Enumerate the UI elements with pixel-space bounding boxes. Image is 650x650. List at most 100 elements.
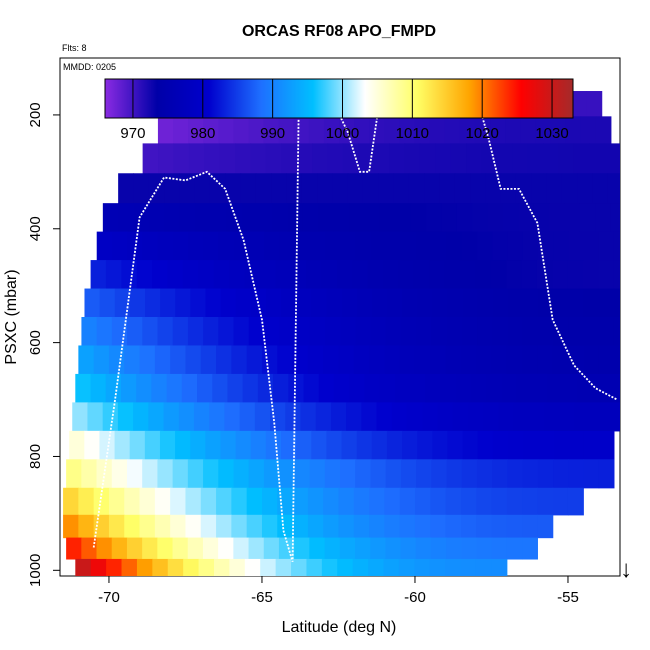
heatmap-cell: [498, 402, 515, 432]
heatmap-cell: [233, 317, 250, 347]
heatmap-cell: [422, 402, 439, 432]
x-tick-label: -65: [251, 589, 273, 606]
heatmap-cell: [66, 459, 82, 489]
heatmap-cell: [202, 537, 219, 560]
heatmap-cell: [157, 317, 174, 347]
heatmap-cell: [445, 345, 462, 375]
heatmap-cell: [432, 430, 449, 460]
heatmap-cell: [533, 203, 550, 233]
heatmap-cell: [231, 487, 248, 516]
heatmap-cell: [446, 317, 463, 347]
heatmap-cell: [248, 459, 265, 489]
heatmap-cell: [546, 173, 563, 204]
colorbar-tick-label: 1020: [466, 125, 499, 142]
heatmap-cell: [522, 231, 539, 261]
heatmap-cell: [492, 231, 509, 261]
heatmap-cell: [355, 459, 372, 489]
y-tick-label: 1000: [27, 554, 44, 587]
heatmap-cell: [558, 143, 575, 174]
heatmap-cell: [384, 487, 401, 516]
heatmap-cell: [394, 373, 411, 403]
heatmap-cell: [336, 260, 353, 290]
heatmap-cell: [296, 143, 313, 174]
heatmap-cell: [333, 373, 350, 403]
heatmap-cell: [537, 317, 554, 347]
heatmap-cell: [151, 373, 168, 403]
heatmap-cell: [170, 487, 187, 516]
heatmap-cell: [353, 514, 370, 539]
heatmap-cell: [492, 430, 509, 460]
heatmap-cell: [203, 231, 220, 261]
heatmap-cell: [93, 345, 110, 375]
heatmap-cell: [323, 345, 340, 375]
heatmap-cell: [159, 430, 176, 460]
heatmap-cell: [90, 558, 107, 576]
colorbar-tick-label: 990: [260, 125, 285, 142]
heatmap-cell: [430, 487, 447, 516]
heatmap-cell: [160, 288, 176, 318]
heatmap-cell: [338, 487, 355, 516]
heatmap-cell: [461, 317, 478, 347]
heatmap-cell: [477, 288, 494, 318]
heatmap-cell: [248, 116, 265, 144]
heatmap-cell: [456, 203, 473, 233]
heatmap-cell: [323, 487, 340, 516]
heatmap-cell: [121, 260, 138, 290]
heatmap-cell: [340, 459, 356, 489]
heatmap-cell: [218, 317, 235, 347]
heatmap-cell: [187, 317, 204, 347]
heatmap-cell: [577, 173, 594, 204]
heatmap-cell: [278, 116, 295, 144]
heatmap-cell: [246, 487, 263, 516]
colorbar-tick-label: 980: [190, 125, 215, 142]
heatmap-cell: [447, 288, 464, 318]
heatmap-cell: [167, 260, 184, 290]
heatmap-cell: [139, 487, 156, 516]
heatmap-cell: [379, 373, 396, 403]
heatmap-cell: [290, 260, 307, 290]
heatmap-cell: [490, 116, 506, 144]
heatmap-cell: [182, 260, 199, 290]
heatmap-cell: [286, 173, 303, 204]
heatmap-cell: [410, 373, 426, 403]
heatmap-cell: [261, 514, 278, 539]
heatmap-cell: [370, 317, 387, 347]
heatmap-cell: [399, 487, 416, 516]
heatmap-cell: [306, 558, 323, 576]
x-axis: -70 -65 -60 -55: [98, 576, 579, 606]
heatmap-cell: [573, 143, 590, 174]
heatmap-cell: [255, 173, 272, 204]
heatmap-cell: [515, 173, 532, 204]
heatmap-cell: [364, 373, 381, 403]
heatmap-cell: [531, 173, 548, 204]
heatmap-cell: [354, 537, 371, 560]
heatmap-cell: [315, 402, 332, 432]
heatmap-cell: [385, 231, 402, 261]
heatmap-cell: [522, 514, 538, 539]
heatmap-cell: [477, 317, 493, 347]
heatmap-cell: [487, 203, 504, 233]
heatmap-cell: [506, 514, 523, 539]
heatmap-cell: [157, 459, 174, 489]
heatmap-cell: [173, 143, 190, 174]
heatmap-cell: [126, 459, 143, 489]
heatmap-cell: [368, 558, 385, 576]
heatmap-cell: [218, 537, 234, 560]
heatmap-cell: [173, 116, 189, 144]
heatmap-cell: [185, 345, 202, 375]
heatmap-cell: [400, 317, 417, 347]
heatmap-cell: [261, 487, 278, 516]
heatmap-cell: [506, 487, 523, 516]
heatmap-cell: [229, 558, 246, 576]
heatmap-cell: [248, 231, 265, 261]
heatmap-cell: [263, 459, 280, 489]
heatmap-cell: [148, 402, 165, 432]
heatmap-cell: [133, 203, 150, 233]
heatmap-cell: [265, 430, 282, 460]
x-tick-label: -60: [404, 589, 426, 606]
heatmap-cell: [461, 231, 478, 261]
heatmap-cell: [181, 373, 198, 403]
heatmap-cell: [193, 402, 210, 432]
y-tick-label: 600: [27, 330, 44, 355]
heatmap-cell: [318, 203, 335, 233]
